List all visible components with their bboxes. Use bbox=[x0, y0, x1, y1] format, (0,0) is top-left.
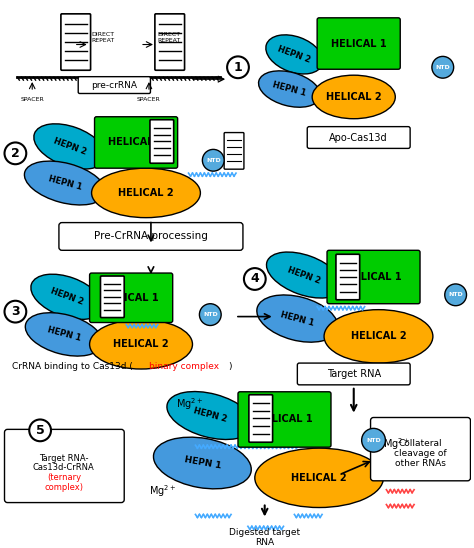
Text: DIRECT
REPEAT: DIRECT REPEAT bbox=[91, 32, 115, 43]
Ellipse shape bbox=[202, 150, 224, 171]
Text: HEPN 1: HEPN 1 bbox=[46, 326, 82, 343]
Text: HELICAL 1: HELICAL 1 bbox=[346, 272, 401, 282]
FancyBboxPatch shape bbox=[317, 18, 400, 69]
FancyBboxPatch shape bbox=[155, 14, 184, 70]
Text: binary complex: binary complex bbox=[149, 362, 219, 370]
Text: Mg$^{2+}$: Mg$^{2+}$ bbox=[176, 396, 203, 412]
Text: NTD: NTD bbox=[203, 312, 218, 317]
Ellipse shape bbox=[25, 313, 102, 356]
Text: NTD: NTD bbox=[448, 292, 463, 298]
Text: 5: 5 bbox=[36, 424, 45, 437]
Ellipse shape bbox=[24, 161, 105, 205]
Circle shape bbox=[227, 56, 249, 78]
Text: (ternary: (ternary bbox=[47, 473, 81, 482]
Text: NTD: NTD bbox=[366, 438, 381, 443]
FancyBboxPatch shape bbox=[78, 77, 150, 94]
FancyBboxPatch shape bbox=[297, 363, 410, 385]
Ellipse shape bbox=[266, 35, 323, 74]
Text: CrRNA binding to Cas13d (: CrRNA binding to Cas13d ( bbox=[12, 362, 133, 370]
Text: Cas13d-CrRNA: Cas13d-CrRNA bbox=[33, 464, 95, 472]
Text: other RNAs: other RNAs bbox=[394, 459, 446, 467]
Text: Target RNA: Target RNA bbox=[327, 369, 381, 379]
FancyBboxPatch shape bbox=[238, 392, 331, 447]
Text: ): ) bbox=[228, 362, 232, 370]
Circle shape bbox=[29, 419, 51, 441]
FancyBboxPatch shape bbox=[307, 127, 410, 149]
Ellipse shape bbox=[154, 437, 251, 489]
FancyBboxPatch shape bbox=[224, 133, 244, 169]
FancyBboxPatch shape bbox=[61, 14, 91, 70]
Ellipse shape bbox=[167, 391, 254, 439]
Ellipse shape bbox=[31, 274, 103, 319]
Text: HELICAL 1: HELICAL 1 bbox=[108, 138, 164, 147]
Text: HELICAL 1: HELICAL 1 bbox=[103, 293, 159, 303]
Ellipse shape bbox=[255, 448, 383, 507]
Text: Mg$^{2+}$: Mg$^{2+}$ bbox=[149, 483, 176, 499]
Text: HEPN 1: HEPN 1 bbox=[272, 80, 307, 98]
Ellipse shape bbox=[90, 319, 192, 369]
Ellipse shape bbox=[200, 304, 221, 326]
Text: 3: 3 bbox=[11, 305, 20, 318]
Ellipse shape bbox=[34, 124, 106, 169]
Text: pre-crRNA: pre-crRNA bbox=[91, 81, 137, 89]
Text: Target RNA-: Target RNA- bbox=[39, 454, 89, 463]
FancyBboxPatch shape bbox=[90, 273, 173, 323]
FancyBboxPatch shape bbox=[371, 418, 471, 481]
Ellipse shape bbox=[257, 295, 338, 342]
Ellipse shape bbox=[258, 71, 320, 107]
Text: 2: 2 bbox=[11, 147, 20, 160]
Text: HELICAL 2: HELICAL 2 bbox=[118, 188, 174, 198]
Text: HELICAL 2: HELICAL 2 bbox=[292, 473, 347, 483]
Text: Collateral: Collateral bbox=[398, 439, 442, 448]
Ellipse shape bbox=[266, 252, 342, 298]
Text: Pre-CrRNA processing: Pre-CrRNA processing bbox=[94, 231, 208, 242]
Text: HEPN 1: HEPN 1 bbox=[47, 174, 82, 192]
FancyBboxPatch shape bbox=[336, 254, 360, 300]
FancyBboxPatch shape bbox=[59, 222, 243, 250]
Text: cleavage of: cleavage of bbox=[394, 449, 447, 458]
Circle shape bbox=[5, 301, 26, 323]
Text: HELICAL 2: HELICAL 2 bbox=[113, 339, 169, 349]
Text: DIRECT
REPEAT: DIRECT REPEAT bbox=[158, 32, 181, 43]
Text: NTD: NTD bbox=[436, 65, 450, 70]
Text: HEPN 2: HEPN 2 bbox=[52, 136, 88, 157]
Text: HEPN 2: HEPN 2 bbox=[192, 407, 228, 424]
Text: HELICAL 2: HELICAL 2 bbox=[351, 332, 406, 341]
Ellipse shape bbox=[432, 56, 454, 78]
Text: HEPN 2: HEPN 2 bbox=[287, 265, 322, 285]
Text: HEPN 1: HEPN 1 bbox=[183, 455, 221, 471]
Text: Apo-Cas13d: Apo-Cas13d bbox=[329, 133, 388, 142]
FancyBboxPatch shape bbox=[94, 117, 178, 168]
FancyBboxPatch shape bbox=[100, 276, 124, 318]
Text: HEPN 1: HEPN 1 bbox=[280, 310, 315, 327]
FancyBboxPatch shape bbox=[249, 395, 273, 442]
Text: NTD: NTD bbox=[206, 158, 220, 163]
Ellipse shape bbox=[362, 429, 385, 452]
FancyBboxPatch shape bbox=[150, 119, 173, 163]
Ellipse shape bbox=[312, 75, 395, 119]
Text: SPACER: SPACER bbox=[137, 97, 161, 102]
Text: 1: 1 bbox=[234, 61, 242, 74]
Text: HEPN 2: HEPN 2 bbox=[277, 44, 312, 65]
Text: SPACER: SPACER bbox=[20, 97, 44, 102]
Text: HELICAL 1: HELICAL 1 bbox=[331, 38, 386, 49]
FancyBboxPatch shape bbox=[327, 250, 420, 304]
Text: Mg$^{2+}$: Mg$^{2+}$ bbox=[383, 436, 410, 452]
Text: HELICAL 1: HELICAL 1 bbox=[257, 414, 312, 425]
Ellipse shape bbox=[324, 310, 433, 363]
Text: Digested target
RNA: Digested target RNA bbox=[229, 528, 300, 547]
Circle shape bbox=[5, 142, 26, 164]
Text: HELICAL 2: HELICAL 2 bbox=[326, 92, 382, 102]
FancyBboxPatch shape bbox=[5, 430, 124, 503]
Circle shape bbox=[244, 268, 266, 290]
Text: HEPN 2: HEPN 2 bbox=[49, 287, 84, 307]
Ellipse shape bbox=[445, 284, 466, 306]
Text: complex): complex) bbox=[45, 483, 83, 492]
Ellipse shape bbox=[91, 168, 201, 218]
Text: 4: 4 bbox=[250, 272, 259, 286]
